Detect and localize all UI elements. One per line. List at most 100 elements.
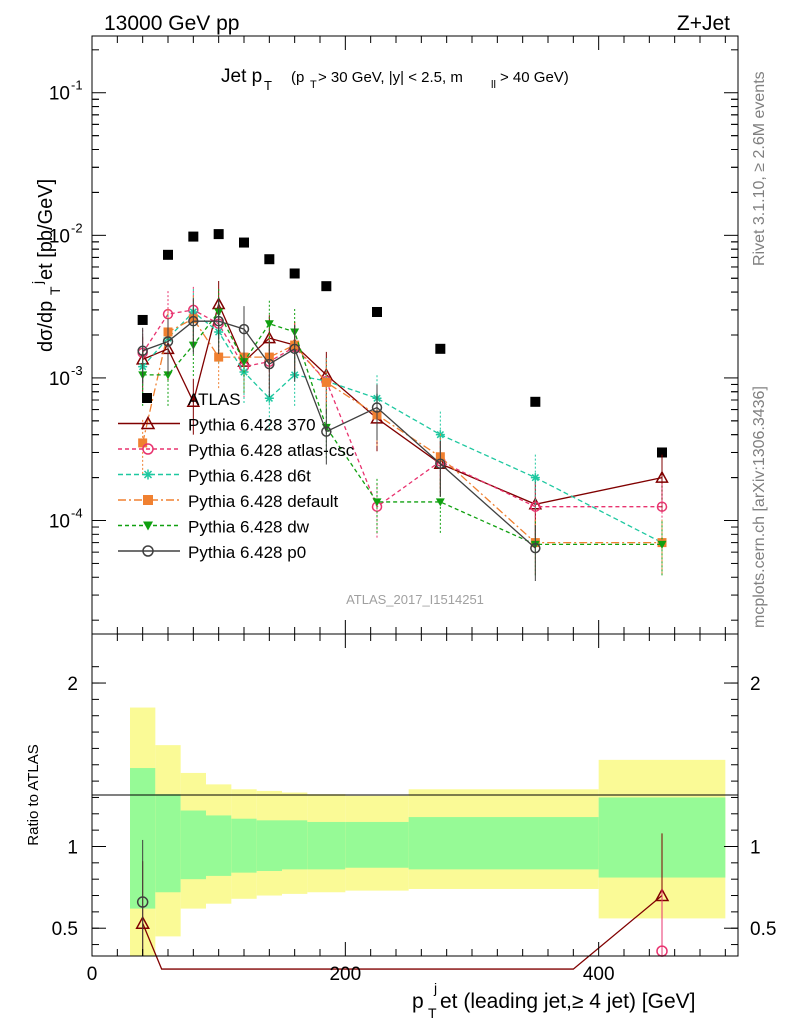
data-point bbox=[264, 358, 275, 370]
y-tick-label: 10 bbox=[49, 369, 70, 390]
legend-item: Pythia 6.428 p0 bbox=[118, 543, 306, 562]
y-tick-exponent: -2 bbox=[71, 220, 83, 235]
data-point bbox=[435, 458, 446, 470]
y-tick-exponent: -1 bbox=[71, 78, 83, 93]
uncertainty-band-inner bbox=[408, 817, 472, 870]
data-point bbox=[137, 314, 148, 325]
data-point bbox=[435, 343, 446, 354]
legend: ATLAS Pythia 6.428 370 Pythia 6.428 atlas-… bbox=[118, 390, 355, 562]
uncertainty-band-inner bbox=[155, 794, 181, 893]
data-point bbox=[188, 315, 199, 327]
data-point bbox=[264, 320, 274, 329]
mcplots-label: mcplots.cern.ch [arXiv:1306.3436] bbox=[751, 386, 768, 628]
analysis-watermark: ATLAS_2017_I1514251 bbox=[346, 592, 484, 607]
legend-marker bbox=[143, 469, 153, 480]
legend-item: ATLAS bbox=[142, 390, 241, 409]
x-tick-label: 400 bbox=[583, 964, 615, 985]
legend-label: Pythia 6.428 d6t bbox=[188, 467, 311, 486]
data-point bbox=[530, 396, 541, 407]
data-point bbox=[321, 281, 332, 292]
legend-label: Pythia 6.428 atlas-csc bbox=[188, 441, 355, 460]
ratio-line bbox=[142, 895, 663, 970]
ratio-y-tick-label: 2 bbox=[67, 674, 78, 695]
legend-marker bbox=[142, 393, 152, 403]
series-line bbox=[142, 309, 662, 508]
y-tick-exponent: -3 bbox=[71, 363, 83, 378]
data-point bbox=[530, 473, 540, 483]
ratio-plot-frame bbox=[91, 633, 739, 957]
svg-text:T: T bbox=[47, 286, 63, 295]
uncertainty-band-inner bbox=[180, 810, 206, 880]
svg-text:T: T bbox=[264, 78, 272, 93]
svg-text:j: j bbox=[433, 980, 437, 996]
svg-text:> 40 GeV): > 40 GeV) bbox=[500, 69, 569, 86]
series-line bbox=[142, 310, 662, 546]
ratio-pythia-6-428-p0 bbox=[136, 839, 149, 956]
uncertainty-band-inner bbox=[307, 821, 346, 870]
data-point bbox=[186, 394, 201, 408]
legend-marker bbox=[143, 521, 153, 531]
svg-text:T: T bbox=[310, 79, 317, 91]
data-point bbox=[213, 229, 224, 240]
series-pythia-6-428-p0 bbox=[137, 298, 541, 582]
data-point bbox=[136, 896, 149, 908]
data-point bbox=[163, 371, 173, 380]
legend-item: Pythia 6.428 dw bbox=[118, 518, 310, 537]
svg-text:> 30 GeV, |y| < 2.5, m: > 30 GeV, |y| < 2.5, m bbox=[318, 69, 463, 86]
uncertainty-band-inner bbox=[472, 817, 599, 870]
data-point bbox=[657, 447, 667, 458]
series-line bbox=[142, 320, 536, 549]
ratio-y-tick-label-right: 1 bbox=[750, 837, 761, 858]
x-tick-label: 200 bbox=[329, 964, 361, 985]
y-tick-exponent: -4 bbox=[71, 506, 83, 521]
data-point bbox=[289, 343, 300, 355]
data-point bbox=[372, 306, 382, 317]
x-axis-label: p T j et (leading jet,≥ 4 jet) [GeV] bbox=[412, 980, 696, 1021]
uncertainty-band-inner bbox=[206, 815, 232, 876]
data-point bbox=[530, 542, 541, 554]
data-point bbox=[655, 470, 669, 483]
data-point bbox=[162, 336, 174, 347]
data-point bbox=[188, 231, 199, 242]
data-point bbox=[321, 377, 331, 387]
y-tick-label: 10 bbox=[49, 84, 70, 105]
svg-text:et (leading jet,≥ 4 jet) [GeV]: et (leading jet,≥ 4 jet) [GeV] bbox=[440, 990, 696, 1013]
legend-label: ATLAS bbox=[188, 390, 241, 409]
ratio-y-tick-label: 1 bbox=[67, 837, 78, 858]
legend-marker bbox=[142, 545, 154, 557]
svg-text:dσ/dp: dσ/dp bbox=[35, 301, 57, 352]
data-point bbox=[213, 315, 224, 327]
ratio-y-tick-label-right: 0.5 bbox=[750, 919, 776, 940]
legend-item: Pythia 6.428 370 bbox=[118, 416, 316, 435]
data-point bbox=[435, 498, 445, 507]
uncertainty-band-inner bbox=[282, 820, 308, 870]
y-tick-label: 10 bbox=[49, 226, 70, 247]
data-point bbox=[321, 426, 332, 437]
data-point bbox=[656, 501, 668, 512]
rivet-label: Rivet 3.1.10, ≥ 2.6M events bbox=[751, 71, 768, 266]
ratio-y-tick-label-right: 2 bbox=[750, 674, 761, 695]
y-tick-label: 10 bbox=[49, 512, 70, 533]
data-point bbox=[372, 498, 382, 507]
x-tick-label: 0 bbox=[87, 964, 98, 985]
svg-text:ll: ll bbox=[491, 79, 496, 91]
uncertainty-band-inner bbox=[256, 820, 282, 872]
legend-label: Pythia 6.428 370 bbox=[188, 416, 316, 435]
legend-label: Pythia 6.428 dw bbox=[188, 518, 310, 537]
legend-marker bbox=[140, 415, 156, 430]
svg-text:j: j bbox=[29, 281, 45, 285]
data-point bbox=[239, 237, 249, 248]
header-process: Z+Jet bbox=[677, 12, 730, 35]
data-point bbox=[264, 393, 274, 403]
data-point bbox=[289, 268, 300, 279]
legend-item: Pythia 6.428 d6t bbox=[118, 467, 311, 486]
uncertainty-band-inner bbox=[231, 818, 257, 873]
series-atlas bbox=[137, 229, 667, 458]
legend-label: Pythia 6.428 p0 bbox=[188, 543, 306, 562]
data-point bbox=[530, 501, 541, 512]
svg-text:Jet p: Jet p bbox=[221, 66, 262, 87]
header-energy: 13000 GeV pp bbox=[104, 12, 239, 35]
legend-label: Pythia 6.428 default bbox=[188, 492, 339, 511]
series-line bbox=[142, 302, 663, 505]
